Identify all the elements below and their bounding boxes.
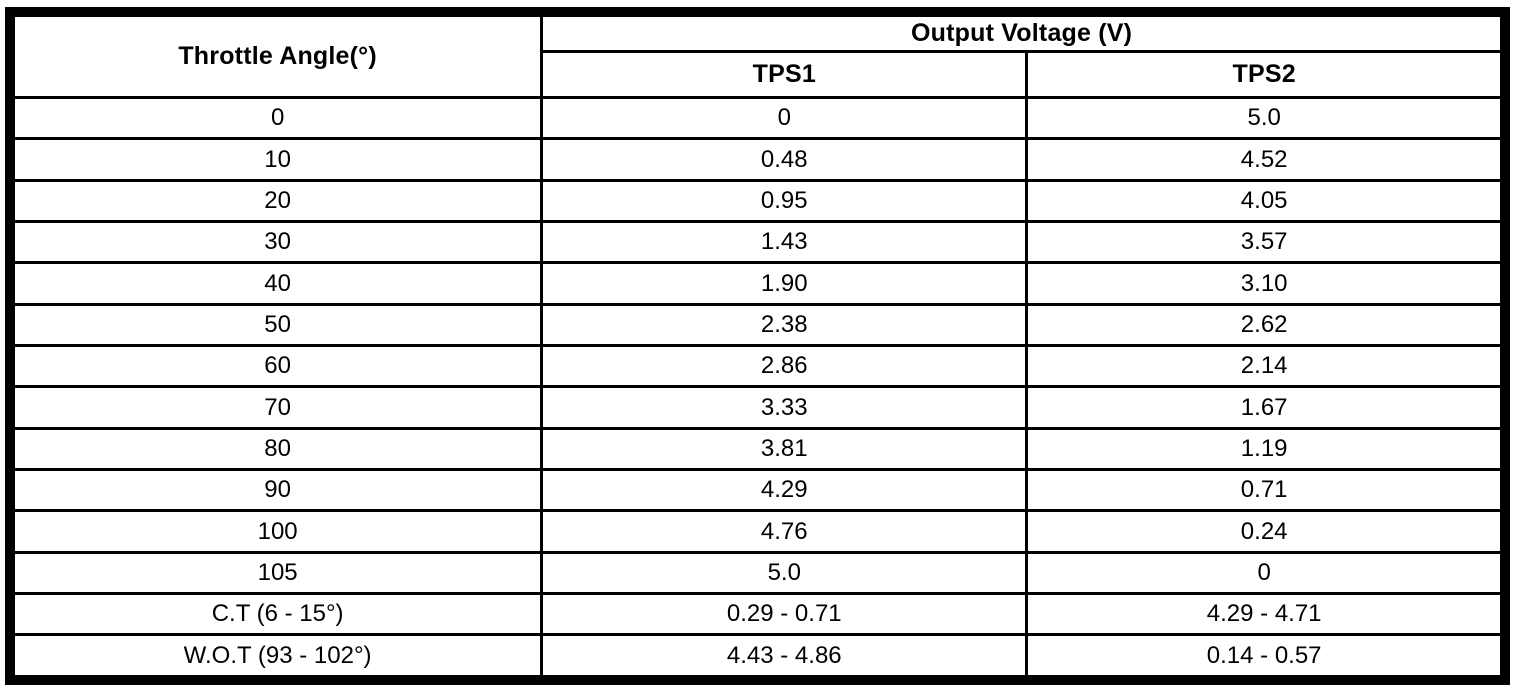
table-cell: 4.52	[1025, 137, 1503, 182]
table-cell: 0.14 - 0.57	[1025, 633, 1503, 678]
header-throttle-angle: Throttle Angle(°)	[11, 14, 544, 99]
table-cell: C.T (6 - 15°)	[11, 592, 544, 637]
header-row-subcolumns: TPS1 TPS2	[14, 50, 1503, 99]
tps-voltage-table: Throttle Angle(°) Output Voltage (V) TPS…	[11, 14, 1503, 678]
table-row: 90 4.29 0.71	[11, 468, 1503, 513]
table-cell: 2.62	[1025, 302, 1503, 348]
table-row: 10 0.48 4.52	[11, 137, 1503, 182]
table-cell: 4.43 - 4.86	[540, 633, 1029, 678]
table-cell: 1.19	[1025, 426, 1503, 472]
header-row-group: Throttle Angle(°) Output Voltage (V)	[11, 14, 1503, 99]
table-body: 0 0 5.0 10 0.48 4.52 20 0.95 4.05 30 1.43 3.57 40 1.9…	[11, 95, 1503, 678]
table-cell: 105	[11, 550, 544, 596]
header-tps1: TPS1	[540, 50, 1029, 99]
table-row: W.O.T (93 - 102°) 4.43 - 4.86 0.14 - 0.57	[11, 633, 1503, 678]
table-row: 70 3.33 1.67	[11, 385, 1503, 430]
table-cell: 50	[11, 302, 544, 348]
table-cell: 1.67	[1025, 385, 1503, 430]
table-row: 0 0 5.0	[11, 95, 1503, 141]
table-cell: 2.86	[540, 344, 1029, 389]
table-cell: 5.0	[1025, 95, 1503, 141]
table-cell: 90	[11, 468, 544, 513]
table-cell: 40	[11, 261, 544, 306]
table-cell: 2.38	[540, 302, 1029, 348]
table-header: Throttle Angle(°) Output Voltage (V) TPS…	[11, 14, 1503, 99]
table-row: C.T (6 - 15°) 0.29 - 0.71 4.29 - 4.71	[11, 592, 1503, 637]
table-row: 105 5.0 0	[11, 550, 1503, 596]
table-cell: 0	[1025, 550, 1503, 596]
table-cell: 3.81	[540, 426, 1029, 472]
table-cell: 0.48	[540, 137, 1029, 182]
table-cell: 4.29	[540, 468, 1029, 513]
table-cell: 0.29 - 0.71	[540, 592, 1029, 637]
header-output-voltage: Output Voltage (V)	[540, 14, 1503, 53]
table-row: 30 1.43 3.57	[11, 220, 1503, 265]
table-cell: 60	[11, 344, 544, 389]
table-row: 40 1.90 3.10	[11, 261, 1503, 306]
tps-voltage-table-frame: Throttle Angle(°) Output Voltage (V) TPS…	[5, 7, 1510, 685]
table-cell: W.O.T (93 - 102°)	[11, 633, 544, 678]
table-row: 100 4.76 0.24	[11, 509, 1503, 554]
table-row: 20 0.95 4.05	[11, 178, 1503, 224]
table-cell: 0.24	[1025, 509, 1503, 554]
table-cell: 100	[11, 509, 544, 554]
header-tps2: TPS2	[1025, 50, 1503, 99]
table-cell: 30	[11, 220, 544, 265]
table-cell: 0	[11, 95, 544, 141]
table-cell: 2.14	[1025, 344, 1503, 389]
table-row: 60 2.86 2.14	[11, 344, 1503, 389]
table-cell: 3.33	[540, 385, 1029, 430]
table-cell: 20	[11, 178, 544, 224]
table-cell: 0.95	[540, 178, 1029, 224]
table-cell: 5.0	[540, 550, 1029, 596]
table-cell: 3.57	[1025, 220, 1503, 265]
table-cell: 0.71	[1025, 468, 1503, 513]
table-cell: 80	[11, 426, 544, 472]
table-cell: 3.10	[1025, 261, 1503, 306]
table-cell: 1.43	[540, 220, 1029, 265]
table-cell: 1.90	[540, 261, 1029, 306]
table-row: 80 3.81 1.19	[11, 426, 1503, 472]
table-cell: 10	[11, 137, 544, 182]
table-cell: 4.05	[1025, 178, 1503, 224]
table-cell: 0	[540, 95, 1029, 141]
table-cell: 70	[11, 385, 544, 430]
table-cell: 4.76	[540, 509, 1029, 554]
table-cell: 4.29 - 4.71	[1025, 592, 1503, 637]
table-row: 50 2.38 2.62	[11, 302, 1503, 348]
